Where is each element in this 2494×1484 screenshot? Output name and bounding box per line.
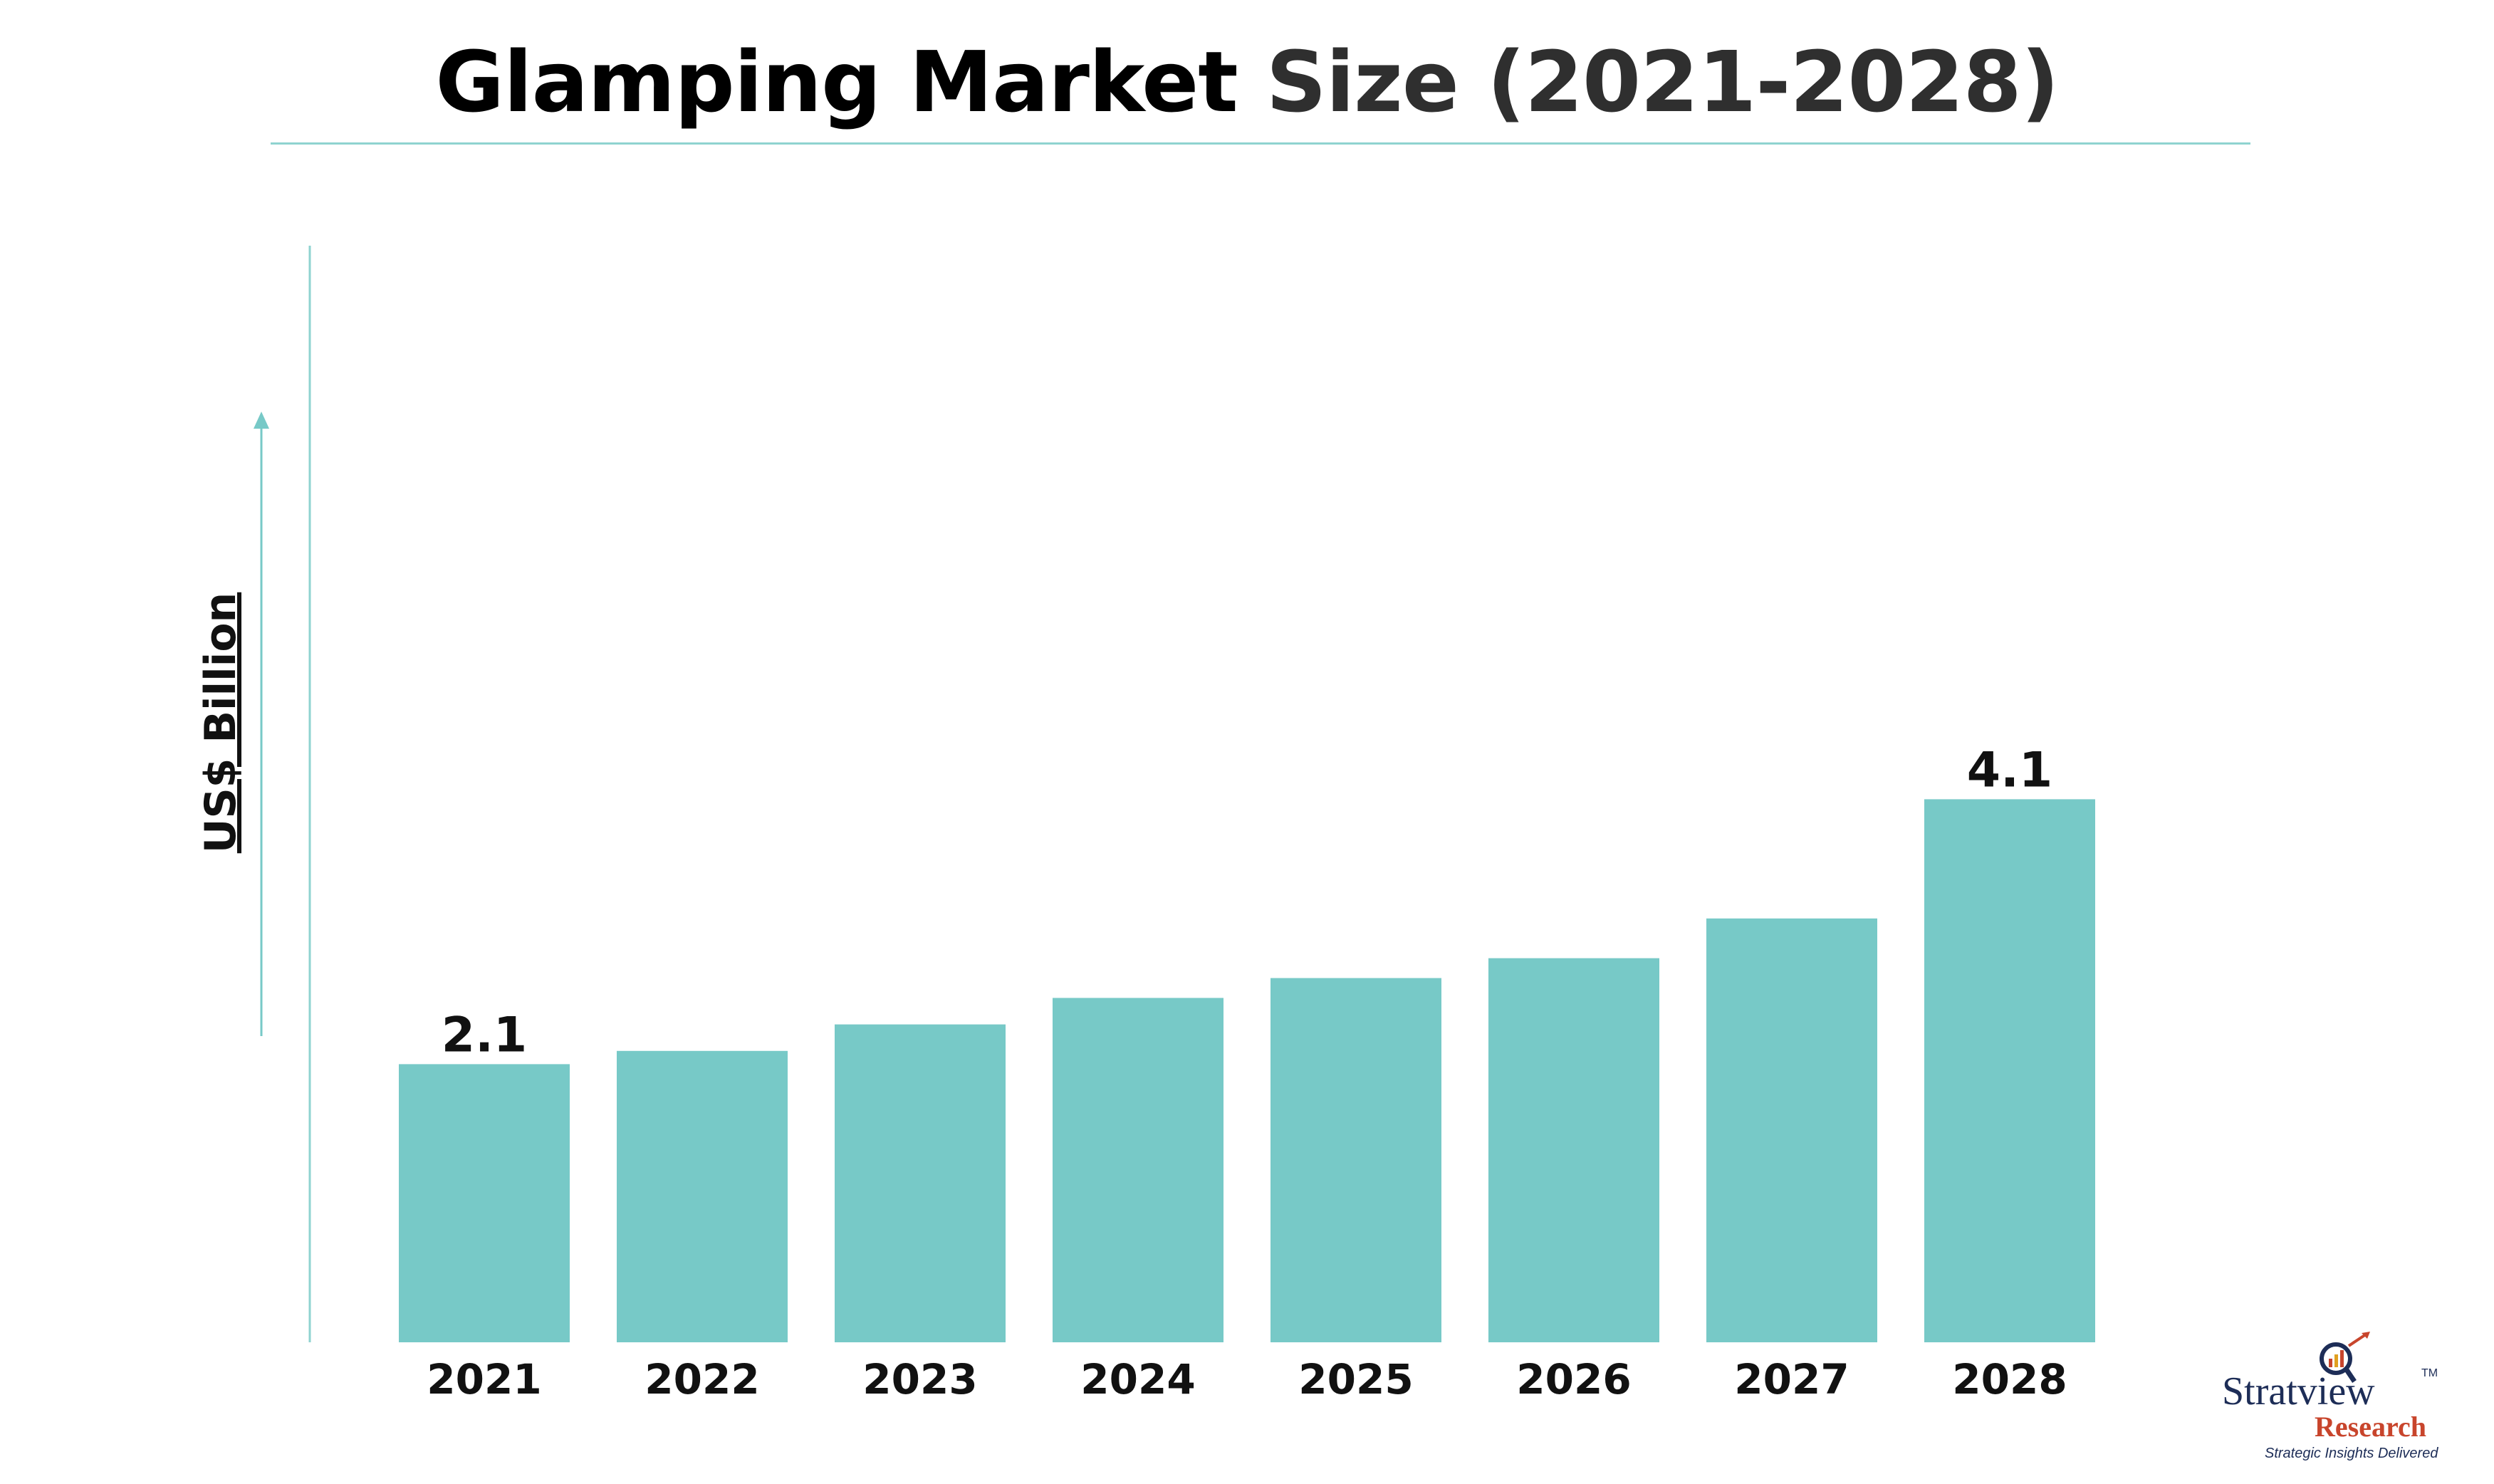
bar-2028 — [1924, 799, 2095, 1342]
x-tick-2028: 2028 — [1952, 1355, 2067, 1404]
stratview-logo: Stratview TM Research Strategic Insights… — [2208, 1332, 2464, 1474]
chart-title: Glamping Market Size (2021-2028) — [0, 28, 2494, 135]
magnifier-chart-icon — [2320, 1332, 2370, 1383]
x-tick-2022: 2022 — [645, 1355, 759, 1404]
data-labels: 2.1 4.1 — [442, 742, 2052, 1063]
y-axis-label: US$ Billion — [196, 592, 246, 854]
logo-subtitle: Research — [2315, 1411, 2426, 1443]
data-label-2021: 2.1 — [442, 1007, 527, 1063]
x-tick-2024: 2024 — [1080, 1355, 1195, 1404]
y-axis-arrow-head — [254, 412, 269, 429]
bar-2023 — [835, 1024, 1006, 1342]
x-tick-2023: 2023 — [862, 1355, 977, 1404]
data-label-2028: 4.1 — [1967, 742, 2052, 798]
bar-2025 — [1271, 978, 1441, 1342]
x-tick-2026: 2026 — [1516, 1355, 1631, 1404]
chart-title-part1: Glamping Market — [435, 33, 1266, 131]
bar-2024 — [1053, 998, 1223, 1342]
chart-title-part2: Size (2021-2028) — [1266, 33, 2060, 131]
title-underline-rule — [271, 142, 2250, 145]
logo-trademark: TM — [2421, 1367, 2438, 1379]
x-tick-2021: 2021 — [427, 1355, 541, 1404]
bars-group — [399, 799, 2095, 1342]
bar-2022 — [617, 1050, 788, 1342]
bar-2021 — [399, 1064, 570, 1342]
logo-name: Stratview — [2222, 1369, 2375, 1414]
bar-2026 — [1488, 958, 1659, 1342]
x-tick-labels: 2021 2022 2023 2024 2025 2026 2027 2028 — [427, 1355, 2067, 1404]
logo-tagline: Strategic Insights Delivered — [2265, 1446, 2438, 1461]
x-tick-2027: 2027 — [1734, 1355, 1849, 1404]
x-tick-2025: 2025 — [1298, 1355, 1413, 1404]
bar-2027 — [1706, 918, 1877, 1342]
